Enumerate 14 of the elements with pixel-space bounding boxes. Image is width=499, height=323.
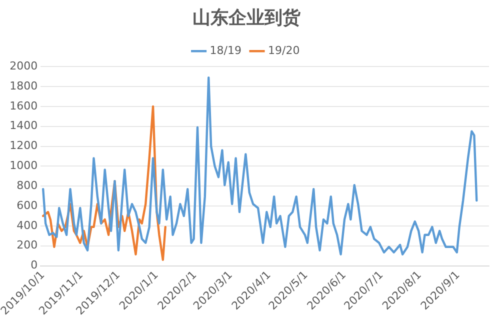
legend-label: 18/19: [210, 44, 242, 57]
y-tick-label: 1000: [10, 159, 38, 172]
chart-title: 山东企业到货: [192, 7, 302, 28]
y-tick-label: 1800: [10, 79, 38, 92]
y-tick-label: 1600: [10, 99, 38, 112]
y-tick-label: 2000: [10, 59, 38, 72]
y-tick-label: 1200: [10, 139, 38, 152]
legend-label: 19/20: [268, 44, 300, 57]
y-tick-label: 400: [16, 218, 38, 232]
y-tick-label: 600: [16, 198, 38, 212]
y-tick-label: 800: [16, 178, 38, 192]
y-tick-label: 0: [30, 258, 38, 272]
y-tick-label: 200: [16, 238, 38, 252]
y-tick-label: 1400: [10, 119, 38, 132]
